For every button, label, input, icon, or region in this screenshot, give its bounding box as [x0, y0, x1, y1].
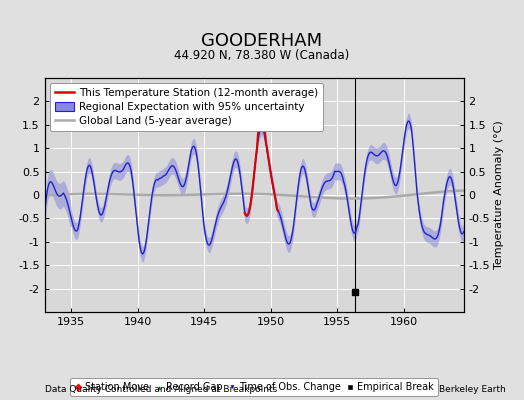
Text: GOODERHAM: GOODERHAM [201, 32, 323, 50]
Legend: Station Move, Record Gap, Time of Obs. Change, Empirical Break: Station Move, Record Gap, Time of Obs. C… [71, 378, 438, 396]
Y-axis label: Temperature Anomaly (°C): Temperature Anomaly (°C) [494, 121, 505, 269]
Text: Data Quality Controlled and Aligned at Breakpoints: Data Quality Controlled and Aligned at B… [45, 385, 277, 394]
Text: Berkeley Earth: Berkeley Earth [439, 385, 506, 394]
Text: 44.920 N, 78.380 W (Canada): 44.920 N, 78.380 W (Canada) [174, 49, 350, 62]
